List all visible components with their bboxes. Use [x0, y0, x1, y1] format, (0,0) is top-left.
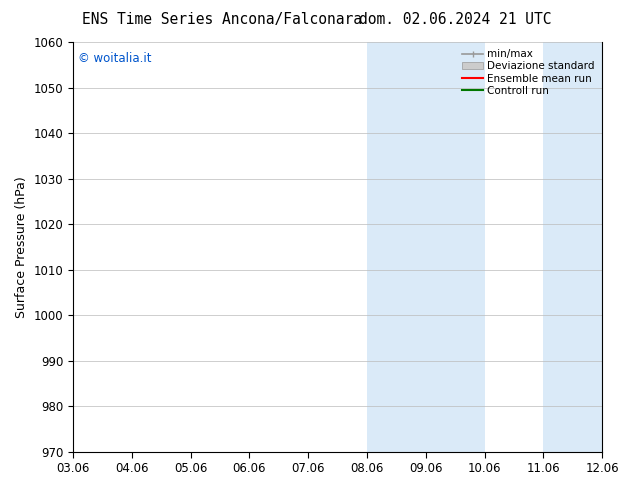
Bar — [367, 42, 484, 452]
Legend: min/max, Deviazione standard, Ensemble mean run, Controll run: min/max, Deviazione standard, Ensemble m… — [460, 47, 597, 98]
Text: ENS Time Series Ancona/Falconara: ENS Time Series Ancona/Falconara — [82, 12, 363, 27]
Y-axis label: Surface Pressure (hPa): Surface Pressure (hPa) — [15, 176, 28, 318]
Bar — [543, 42, 631, 452]
Text: dom. 02.06.2024 21 UTC: dom. 02.06.2024 21 UTC — [359, 12, 552, 27]
Text: © woitalia.it: © woitalia.it — [79, 52, 152, 65]
